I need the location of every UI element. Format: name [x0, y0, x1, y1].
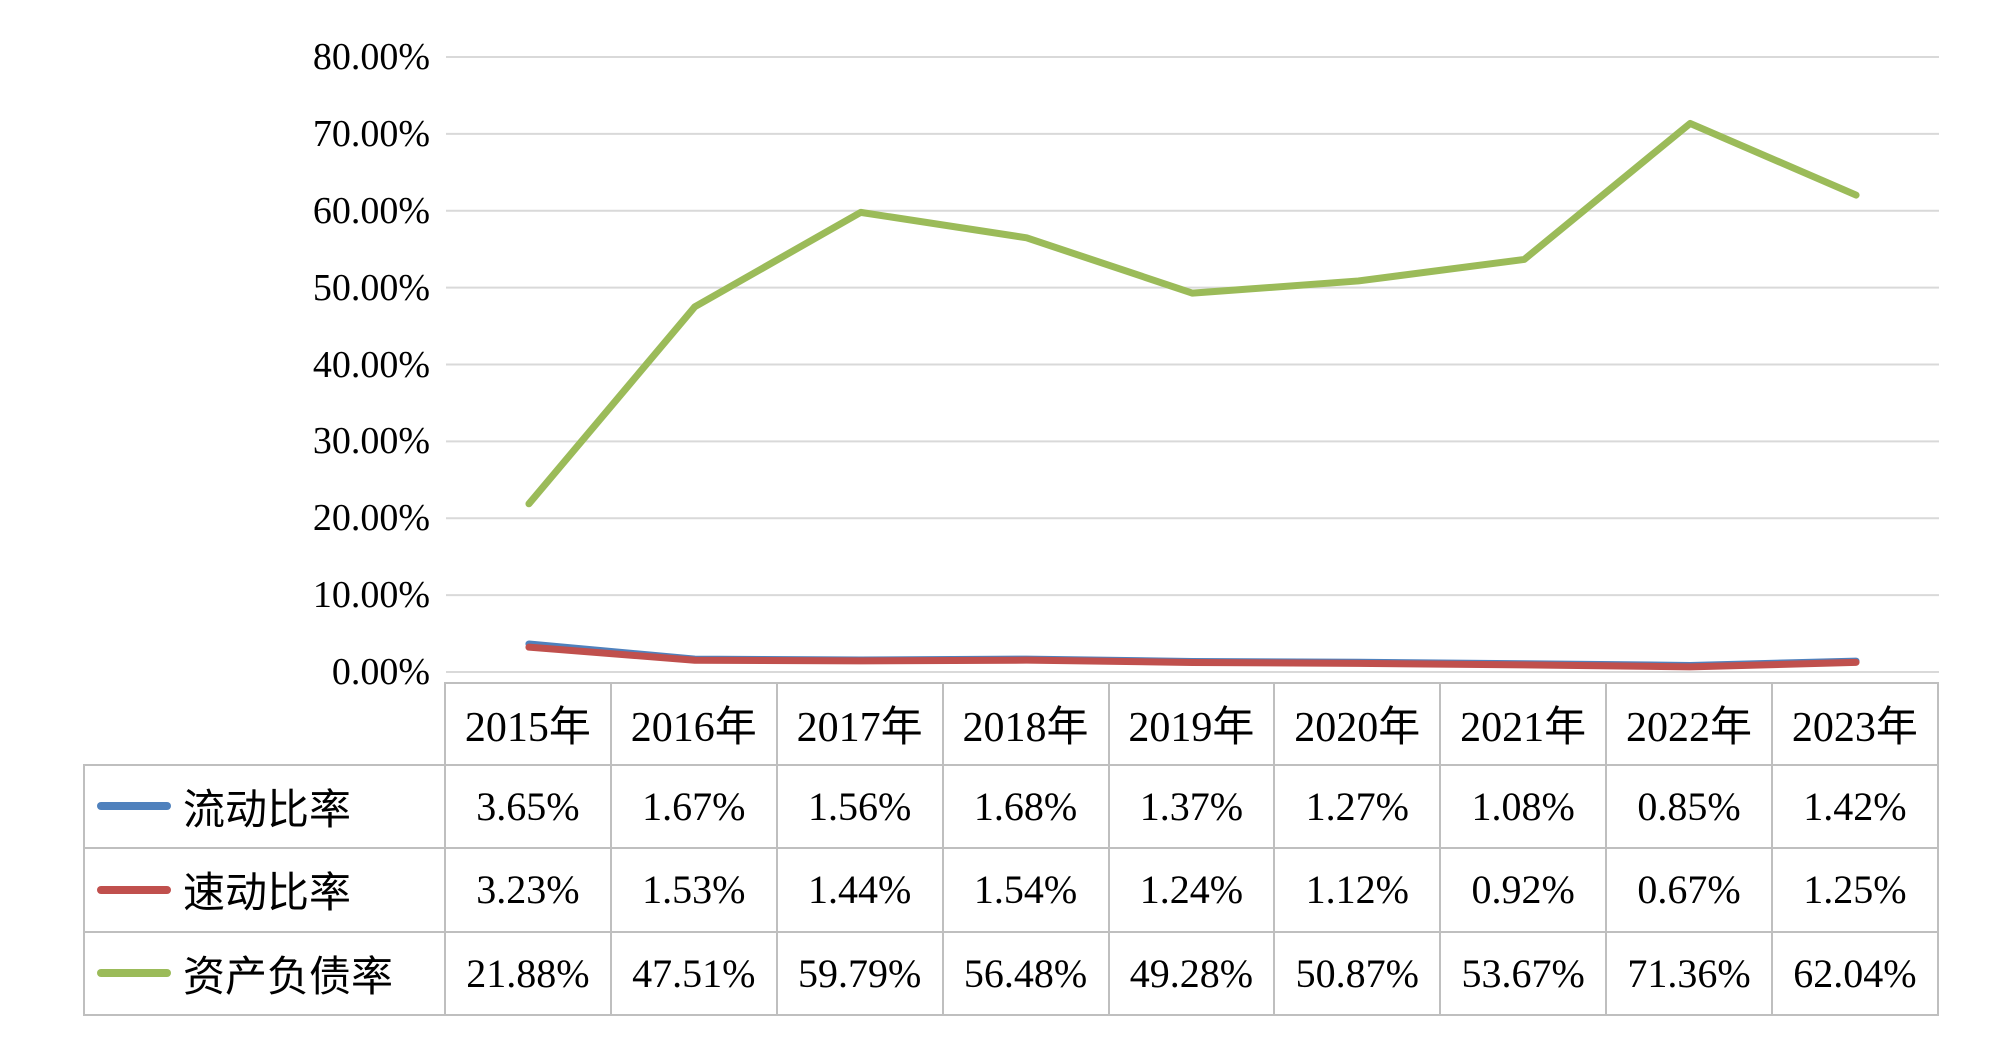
value-cell-current-ratio: 0.85%	[1607, 765, 1773, 849]
value-cell-quick-ratio: 0.92%	[1441, 849, 1608, 933]
value-cell-current-ratio: 1.27%	[1275, 765, 1442, 849]
y-axis-tick-label: 40.00%	[312, 343, 430, 386]
series-label-current-ratio: 流动比率	[83, 765, 446, 849]
table-corner-cell	[83, 682, 446, 766]
value-cell-quick-ratio: 1.24%	[1109, 849, 1276, 933]
chart-data-table: 2015年 2016年 2017年 2018年 2019年 2020年 2021年 2022年…	[83, 682, 1939, 1016]
value-cell-current-ratio: 1.42%	[1773, 765, 1939, 849]
value-cell-debt-to-asset-ratio: 53.67%	[1441, 932, 1608, 1016]
y-axis-tick-label: 50.00%	[312, 266, 430, 309]
value-cell-debt-to-asset-ratio: 71.36%	[1607, 932, 1773, 1016]
year-header-cell: 2023年	[1773, 682, 1939, 766]
series-line-quick-ratio	[525, 643, 1860, 671]
legend-key-quick-ratio	[97, 885, 171, 894]
year-header-cell: 2016年	[611, 682, 778, 766]
series-label-quick-ratio: 速动比率	[83, 849, 446, 933]
value-cell-current-ratio: 1.37%	[1109, 765, 1276, 849]
value-cell-debt-to-asset-ratio: 50.87%	[1275, 932, 1442, 1016]
series-name: 资产负债率	[183, 954, 394, 1001]
year-header-cell: 2018年	[943, 682, 1110, 766]
value-cell-debt-to-asset-ratio: 59.79%	[777, 932, 944, 1016]
value-cell-debt-to-asset-ratio: 56.48%	[943, 932, 1110, 1016]
value-cell-debt-to-asset-ratio: 49.28%	[1109, 932, 1276, 1016]
value-cell-quick-ratio: 1.53%	[611, 849, 778, 933]
series-name: 流动比率	[183, 787, 352, 834]
value-cell-current-ratio: 1.68%	[943, 765, 1110, 849]
year-header-cell: 2021年	[1441, 682, 1608, 766]
value-cell-quick-ratio: 1.12%	[1275, 849, 1442, 933]
series-name: 速动比率	[183, 871, 352, 918]
value-cell-debt-to-asset-ratio: 21.88%	[446, 932, 612, 1016]
value-cell-quick-ratio: 3.23%	[446, 849, 612, 933]
value-cell-current-ratio: 1.08%	[1441, 765, 1608, 849]
year-header-cell: 2020年	[1275, 682, 1442, 766]
value-cell-quick-ratio: 1.54%	[943, 849, 1110, 933]
value-cell-debt-to-asset-ratio: 62.04%	[1773, 932, 1939, 1016]
legend-key-current-ratio	[97, 802, 171, 811]
value-cell-current-ratio: 1.56%	[777, 765, 944, 849]
value-cell-current-ratio: 3.65%	[446, 765, 612, 849]
value-cell-debt-to-asset-ratio: 47.51%	[611, 932, 778, 1016]
y-axis-tick-label: 60.00%	[312, 189, 430, 232]
y-axis-tick-label: 30.00%	[312, 420, 430, 463]
y-axis-tick-label: 0.00%	[331, 651, 430, 693]
legend-key-debt-to-asset-ratio	[97, 969, 171, 978]
series-label-debt-to-asset-ratio: 资产负债率	[83, 932, 446, 1016]
y-axis-tick-label: 80.00%	[312, 36, 430, 78]
value-cell-quick-ratio: 1.44%	[777, 849, 944, 933]
value-cell-current-ratio: 1.67%	[611, 765, 778, 849]
series-line-debt-to-asset-ratio	[525, 119, 1860, 508]
y-axis-tick-label: 10.00%	[312, 574, 430, 617]
year-header-cell: 2015年	[446, 682, 612, 766]
year-header-cell: 2019年	[1109, 682, 1276, 766]
y-axis-tick-label: 70.00%	[312, 112, 430, 155]
y-axis-tick-label: 20.00%	[312, 497, 430, 540]
value-cell-quick-ratio: 1.25%	[1773, 849, 1939, 933]
year-header-cell: 2022年	[1607, 682, 1773, 766]
year-header-cell: 2017年	[777, 682, 944, 766]
value-cell-quick-ratio: 0.67%	[1607, 849, 1773, 933]
